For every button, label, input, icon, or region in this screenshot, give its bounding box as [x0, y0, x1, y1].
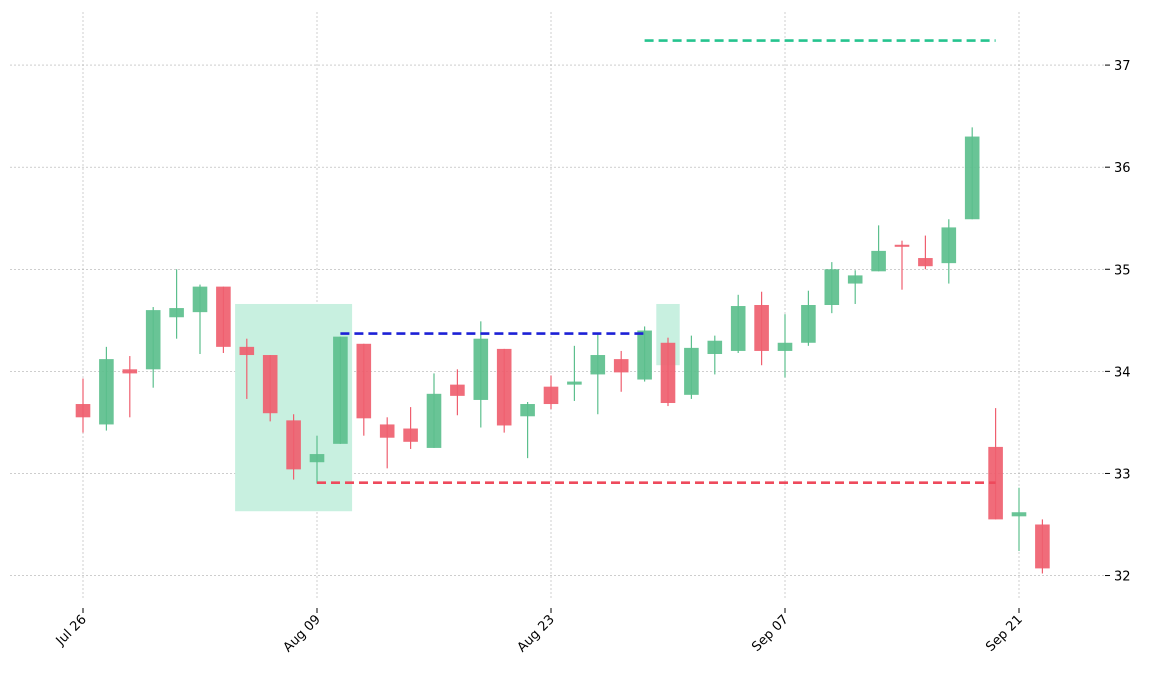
- candle-up: [730, 306, 746, 351]
- candle-down: [239, 346, 255, 356]
- candle-up: [99, 359, 114, 425]
- candle-up: [567, 381, 582, 385]
- candle-down: [496, 348, 512, 426]
- candle-up: [824, 269, 840, 305]
- candle-up: [473, 338, 489, 400]
- y-tick-label: 35: [1114, 263, 1131, 278]
- candle-up: [333, 336, 348, 444]
- candle-up: [145, 310, 161, 370]
- candle-up: [309, 454, 325, 463]
- candle-down: [988, 446, 1003, 520]
- candle-up: [707, 340, 723, 355]
- candle-down: [543, 386, 559, 405]
- candle-up: [637, 330, 652, 380]
- y-tick-label: 32: [1114, 570, 1131, 585]
- candle-down: [754, 305, 769, 351]
- candle-up: [590, 355, 606, 375]
- candle-down: [403, 428, 418, 442]
- candle-layer: [75, 127, 1050, 574]
- y-tick-label: 33: [1114, 467, 1131, 482]
- candle-up: [777, 342, 793, 351]
- x-tick-label: Aug 09: [281, 612, 324, 655]
- candle-up: [847, 275, 863, 284]
- candle-up: [964, 136, 980, 220]
- candle-down: [216, 286, 231, 347]
- candle-up: [684, 347, 699, 395]
- y-tick-label: 34: [1114, 365, 1131, 380]
- y-tick-label: 36: [1114, 161, 1131, 176]
- candle-down: [286, 420, 301, 470]
- candle-down: [379, 424, 395, 438]
- candle-down: [660, 342, 676, 404]
- candle-down: [894, 244, 910, 247]
- candle-down: [613, 359, 629, 373]
- candle-down: [262, 355, 278, 414]
- candle-up: [941, 227, 957, 264]
- grid-layer: [10, 12, 1105, 598]
- candle-up: [169, 308, 184, 318]
- candle-up: [426, 393, 442, 448]
- candle-down: [450, 384, 465, 396]
- x-tick-label: Sep 21: [983, 612, 1026, 655]
- x-tick-label: Jul 26: [53, 612, 90, 649]
- x-tick-label: Sep 07: [749, 612, 792, 655]
- candle-up: [801, 305, 816, 343]
- candle-up: [520, 404, 535, 417]
- candle-down: [918, 258, 933, 267]
- y-tick-label: 37: [1114, 59, 1131, 74]
- candle-down: [1035, 524, 1050, 569]
- candle-down: [122, 369, 138, 374]
- candle-up: [1011, 512, 1027, 517]
- level-layer: [317, 39, 996, 484]
- x-tick-label: Aug 23: [515, 612, 558, 655]
- candle-down: [356, 343, 372, 419]
- candle-down: [75, 404, 91, 418]
- candle-up: [192, 286, 208, 313]
- candle-up: [871, 250, 886, 272]
